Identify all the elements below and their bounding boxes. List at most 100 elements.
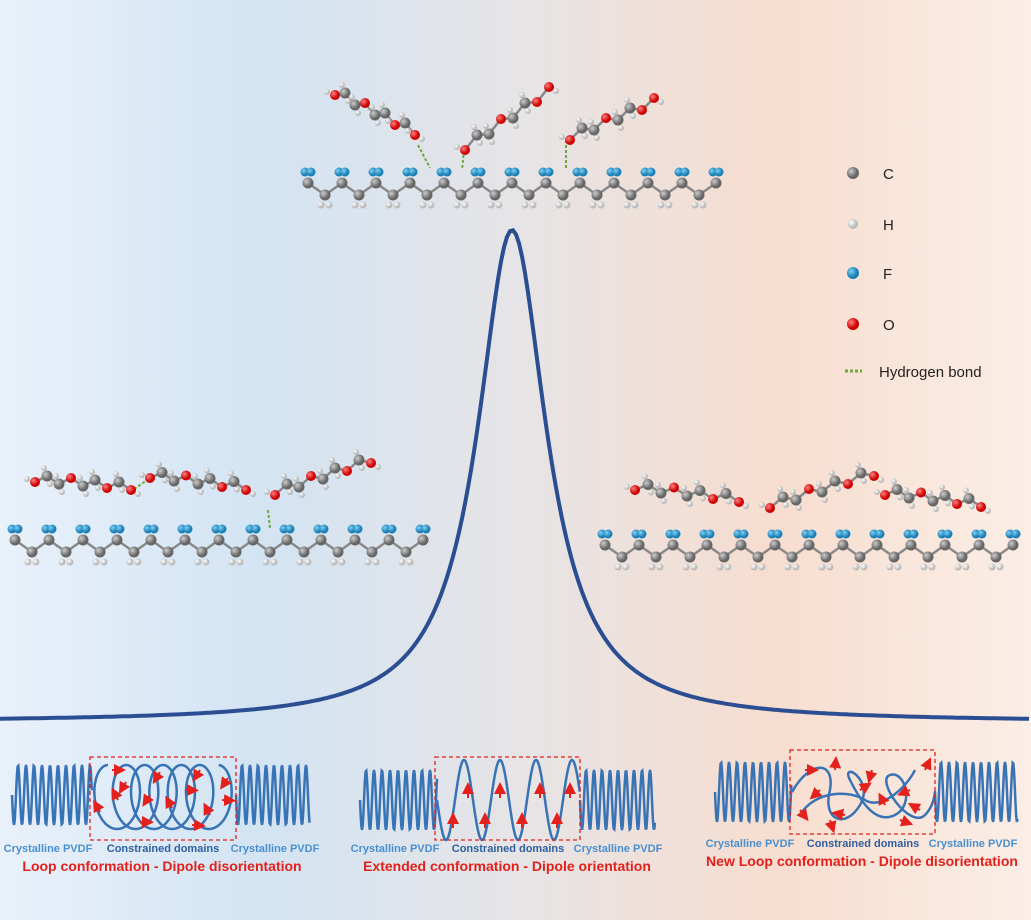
atom bbox=[487, 201, 495, 209]
atom bbox=[829, 475, 841, 487]
atom bbox=[472, 177, 484, 189]
legend-label: O bbox=[883, 317, 895, 334]
atom bbox=[854, 551, 866, 563]
atom bbox=[477, 140, 483, 146]
atom bbox=[315, 534, 327, 546]
atom bbox=[41, 465, 47, 471]
atom bbox=[489, 189, 501, 201]
atom bbox=[349, 534, 361, 546]
label: Crystalline PVDF bbox=[574, 843, 663, 855]
atom bbox=[100, 558, 108, 566]
atom bbox=[251, 524, 261, 534]
atom bbox=[134, 558, 142, 566]
spring bbox=[93, 763, 233, 831]
atom bbox=[496, 114, 506, 124]
atom bbox=[355, 110, 361, 116]
atom bbox=[939, 484, 945, 491]
atom bbox=[720, 482, 726, 489]
atom bbox=[298, 546, 310, 558]
atom bbox=[555, 201, 563, 209]
label: Constrained domains bbox=[107, 843, 219, 855]
atom bbox=[264, 489, 270, 495]
atom bbox=[624, 97, 630, 103]
atom bbox=[544, 82, 554, 92]
atom bbox=[192, 473, 198, 479]
atom bbox=[963, 493, 975, 504]
atom bbox=[281, 478, 293, 490]
atom bbox=[871, 539, 883, 551]
atom bbox=[366, 546, 378, 558]
atom bbox=[241, 485, 251, 495]
atom bbox=[655, 482, 661, 488]
atom bbox=[743, 503, 749, 509]
atom bbox=[296, 558, 304, 566]
legend-o bbox=[847, 318, 859, 330]
atom bbox=[826, 563, 834, 571]
atom bbox=[339, 82, 345, 88]
atom bbox=[89, 474, 101, 486]
atom bbox=[9, 534, 21, 546]
atom bbox=[954, 563, 962, 571]
label: Crystalline PVDF bbox=[706, 838, 795, 850]
atom bbox=[399, 117, 411, 129]
atom bbox=[708, 494, 718, 504]
atom bbox=[532, 97, 542, 107]
atom bbox=[510, 167, 520, 177]
atom bbox=[681, 490, 693, 502]
atom bbox=[92, 558, 100, 566]
atom bbox=[1011, 529, 1021, 539]
atom bbox=[939, 539, 951, 551]
atom bbox=[353, 189, 365, 201]
atom bbox=[916, 487, 926, 498]
atom bbox=[460, 145, 470, 155]
atom bbox=[655, 487, 667, 499]
atom bbox=[353, 524, 363, 534]
atom bbox=[928, 563, 936, 571]
atom bbox=[891, 484, 903, 495]
atom bbox=[933, 506, 939, 512]
atom bbox=[650, 551, 662, 563]
atom bbox=[319, 524, 329, 534]
atom bbox=[612, 114, 624, 126]
atom bbox=[658, 99, 664, 105]
atom bbox=[589, 201, 597, 209]
atom bbox=[202, 558, 210, 566]
atom bbox=[168, 475, 180, 487]
atom bbox=[603, 529, 613, 539]
atom bbox=[525, 108, 531, 114]
atom bbox=[453, 201, 461, 209]
legend-label: Hydrogen bond bbox=[879, 364, 982, 381]
atom bbox=[483, 128, 495, 140]
atom bbox=[89, 469, 95, 475]
atom bbox=[404, 177, 416, 189]
atom bbox=[369, 109, 381, 121]
atom bbox=[228, 476, 240, 487]
atom bbox=[642, 473, 648, 480]
atom bbox=[43, 534, 55, 546]
atom bbox=[843, 479, 853, 489]
atom bbox=[897, 494, 903, 501]
atom bbox=[471, 129, 483, 141]
atom bbox=[784, 563, 792, 571]
atom bbox=[306, 167, 316, 177]
atom bbox=[855, 467, 867, 479]
atom bbox=[325, 201, 333, 209]
atom bbox=[625, 189, 637, 201]
atom bbox=[608, 177, 620, 189]
atom bbox=[461, 201, 469, 209]
atom bbox=[111, 534, 123, 546]
spring bbox=[713, 760, 793, 824]
atom bbox=[563, 201, 571, 209]
legend-c bbox=[847, 167, 859, 179]
dipole-arrow bbox=[221, 794, 236, 807]
atom bbox=[47, 481, 53, 487]
atom bbox=[179, 534, 191, 546]
atom bbox=[807, 529, 817, 539]
atom bbox=[317, 473, 329, 485]
atom bbox=[119, 487, 125, 493]
atom bbox=[659, 189, 671, 201]
dipole-arrow bbox=[165, 795, 177, 810]
atom bbox=[339, 87, 351, 99]
domain-box bbox=[89, 756, 237, 841]
atom bbox=[393, 201, 401, 209]
